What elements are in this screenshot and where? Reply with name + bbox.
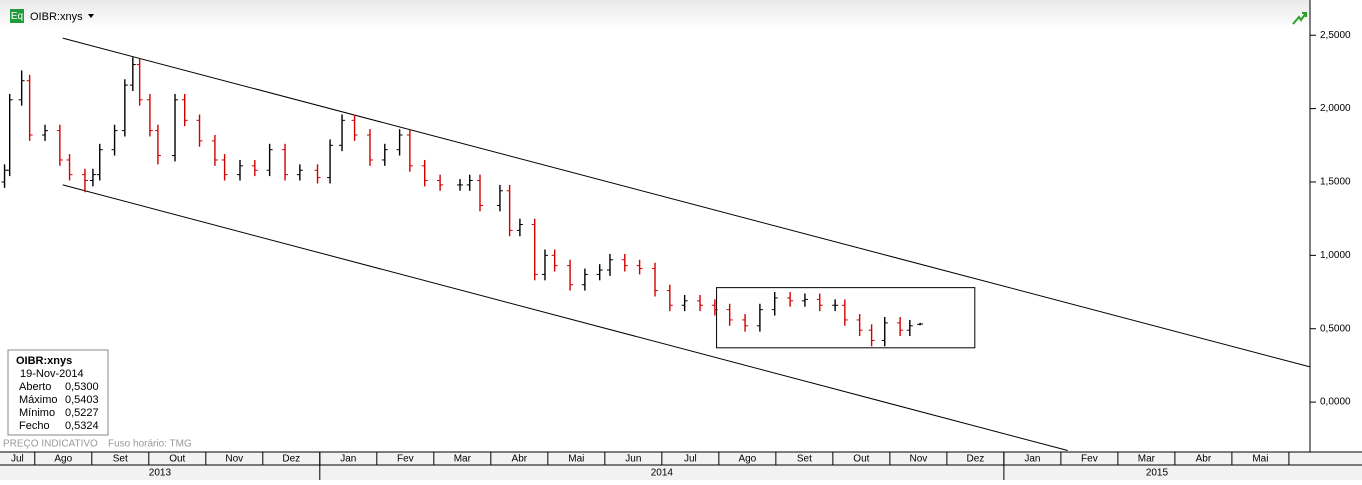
dropdown-arrow[interactable] [88, 14, 94, 18]
highlight-box [716, 287, 976, 349]
timezone: Fuso horário: TMG [108, 439, 192, 450]
x-tick-label: Ago [738, 454, 756, 465]
y-axis-area [1310, 0, 1362, 452]
info-value: 0,5227 [65, 407, 99, 419]
x-tick-label: Dez [282, 454, 300, 465]
x-axis-area [0, 452, 1362, 480]
info-label: Mínimo [19, 407, 55, 419]
badge-text: Eq [11, 11, 23, 22]
x-tick-label: Nov [909, 454, 927, 465]
y-tick-label: 2,5000 [1320, 30, 1351, 41]
plot [1, 37, 1311, 452]
info-value: 0,5403 [65, 394, 99, 406]
info-label: Aberto [19, 381, 51, 393]
x-tick-label: Jan [1024, 454, 1040, 465]
x-tick-label: Jun [625, 454, 641, 465]
x-tick-label: Dez [966, 454, 984, 465]
x-tick-label: Ago [54, 454, 72, 465]
y-tick-label: 0,5000 [1320, 323, 1351, 334]
footnote: PREÇO INDICATIVO [3, 439, 98, 450]
x-tick-label: Mar [1138, 454, 1156, 465]
info-label: Máximo [19, 394, 58, 406]
info-value: 0,5324 [65, 420, 99, 432]
trend-icon[interactable] [1292, 12, 1307, 25]
y-tick-label: 0,0000 [1320, 397, 1351, 408]
x-tick-label: Fev [1081, 454, 1098, 465]
toolbar-band [0, 0, 1310, 30]
info-box [7, 349, 109, 436]
info-rows: Aberto 0,5300 Máximo 0,5403 Mínimo 0,5227 Fech… [19, 381, 99, 432]
year-label: 2013 [149, 468, 172, 479]
year-label: 2014 [651, 468, 674, 479]
x-tick-label: Mai [1252, 454, 1268, 465]
x-tick-label: Set [797, 454, 812, 465]
x-tick-label: Jul [684, 454, 697, 465]
x-tick-label: Jan [340, 454, 356, 465]
info-label: Fecho [19, 420, 50, 432]
x-tick-label: Jul [11, 454, 24, 465]
info-title: OIBR:xnys [16, 355, 72, 367]
x-tick-label: Out [853, 454, 869, 465]
x-tick-label: Out [169, 454, 185, 465]
x-tick-label: Mar [454, 454, 472, 465]
chart-title[interactable]: OIBR:xnys [30, 11, 83, 23]
plot-area [0, 0, 1310, 452]
info-value: 0,5300 [65, 381, 99, 393]
year-label: 2015 [1146, 468, 1169, 479]
y-tick-label: 1,5000 [1320, 177, 1351, 188]
x-tick-label: Nov [225, 454, 243, 465]
x-tick-label: Mai [568, 454, 584, 465]
x-tick-label: Abr [512, 454, 528, 465]
info-date: 19-Nov-2014 [20, 368, 84, 380]
badge-icon[interactable] [10, 9, 24, 23]
trendline [62, 37, 1311, 368]
y-tick-label: 2,0000 [1320, 103, 1351, 114]
x-tick-label: Fev [397, 454, 414, 465]
x-tick-label: Abr [1196, 454, 1212, 465]
trendline [62, 184, 1068, 452]
y-tick-label: 1,0000 [1320, 250, 1351, 261]
x-tick-label: Set [113, 454, 128, 465]
